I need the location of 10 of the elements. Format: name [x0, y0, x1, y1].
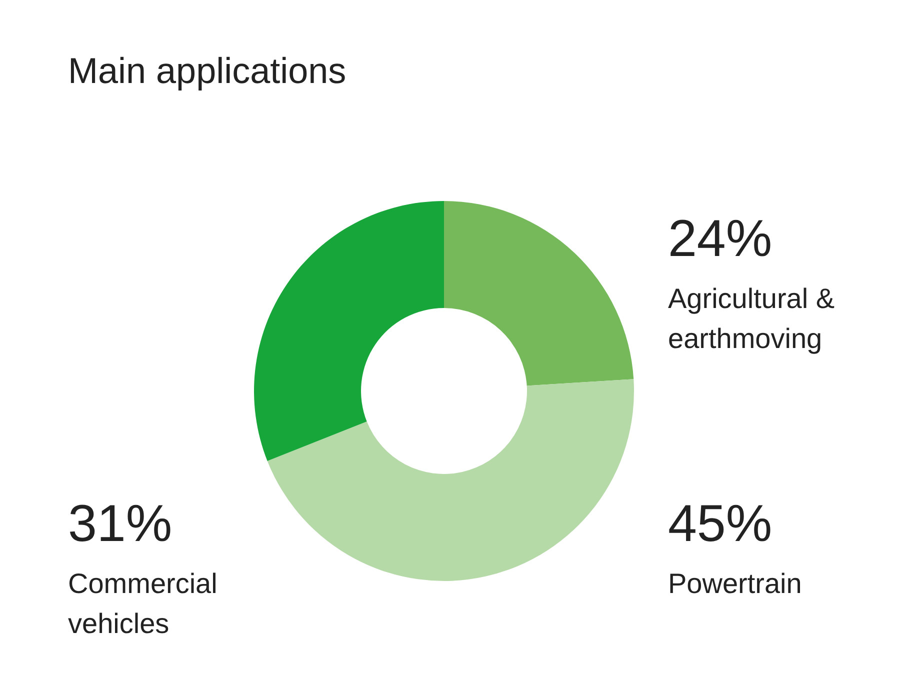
data-label: 45% — [668, 495, 772, 553]
chart-title: Main applications — [68, 50, 346, 92]
data-label: 24% — [668, 210, 772, 268]
donut-slice — [267, 379, 634, 581]
slice-label: Agricultural & earthmoving — [668, 283, 835, 354]
slice-label: Commercial vehicles — [68, 568, 218, 639]
data-label: 31% — [68, 495, 172, 553]
donut-slice — [254, 201, 444, 461]
slice-label: Powertrain — [668, 568, 802, 599]
donut-slice — [444, 201, 634, 386]
